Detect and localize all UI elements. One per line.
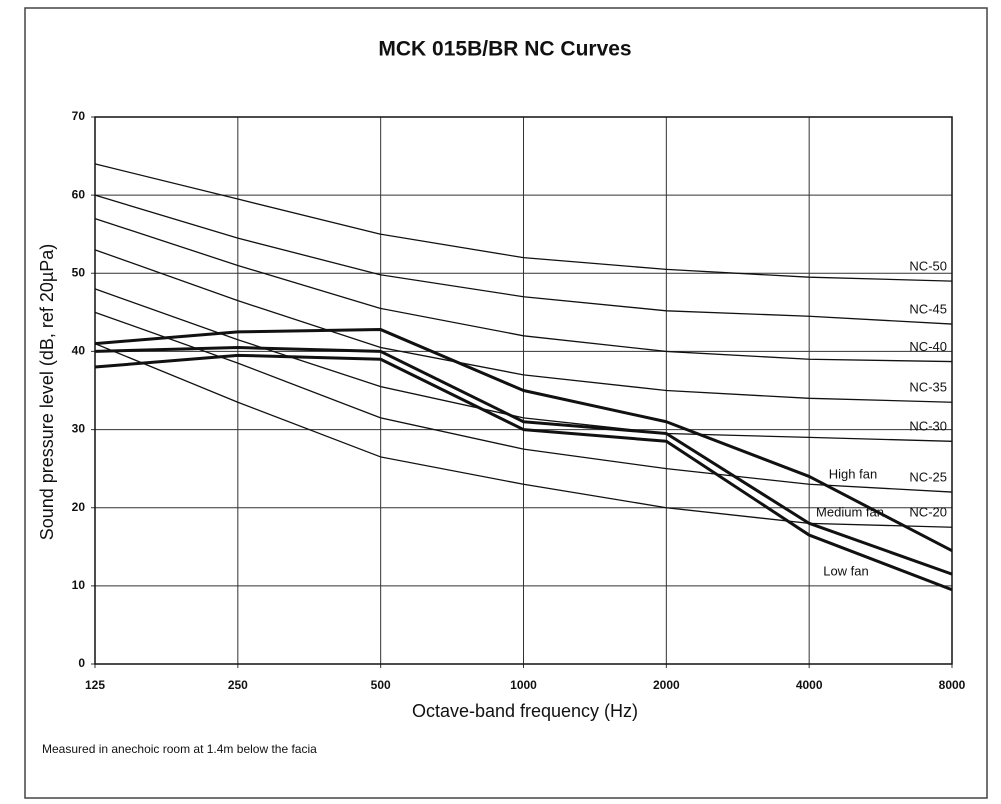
series-label: NC-30 xyxy=(909,419,947,434)
series-line xyxy=(94,353,953,592)
y-tick-label: 40 xyxy=(72,344,86,358)
y-tick-label: 10 xyxy=(72,578,86,592)
x-tick-label: 2000 xyxy=(653,678,680,692)
x-tick-label: 125 xyxy=(85,678,105,692)
series-label: Medium fan xyxy=(816,504,884,519)
frame xyxy=(24,7,988,799)
plot-border xyxy=(94,116,953,665)
series-line xyxy=(94,249,953,403)
series-line xyxy=(94,328,953,553)
x-tick-label: 500 xyxy=(371,678,391,692)
series-line xyxy=(94,346,953,576)
x-tick-label: 8000 xyxy=(939,678,966,692)
y-tick-label: 70 xyxy=(72,109,86,123)
series-line xyxy=(94,288,953,442)
series-label: NC-25 xyxy=(909,470,947,485)
series-label: NC-45 xyxy=(909,302,947,317)
series-label: High fan xyxy=(829,466,877,481)
x-tick-label: 250 xyxy=(228,678,248,692)
y-tick-label: 30 xyxy=(72,422,86,436)
y-tick-label: 60 xyxy=(72,187,86,201)
x-axis-label: Octave-band frequency (Hz) xyxy=(412,701,638,721)
x-tick-label: 4000 xyxy=(796,678,823,692)
series-label: Low fan xyxy=(823,563,869,578)
footnote: Measured in anechoic room at 1.4m below … xyxy=(42,742,317,756)
series-line xyxy=(94,194,953,325)
y-tick-label: 20 xyxy=(72,500,86,514)
series-label: NC-35 xyxy=(909,380,947,395)
chart-title: MCK 015B/BR NC Curves xyxy=(378,38,631,61)
y-axis-label: Sound pressure level (dB, ref 20µPa) xyxy=(37,244,57,541)
series-line xyxy=(94,311,953,493)
series-label: NC-50 xyxy=(909,259,947,274)
y-tick-label: 0 xyxy=(78,656,85,670)
x-tick-label: 1000 xyxy=(510,678,537,692)
series-line xyxy=(94,217,953,363)
y-tick-label: 50 xyxy=(72,265,86,279)
series-label: NC-40 xyxy=(909,339,947,354)
series-line xyxy=(94,163,953,282)
series-label: NC-20 xyxy=(909,505,947,520)
